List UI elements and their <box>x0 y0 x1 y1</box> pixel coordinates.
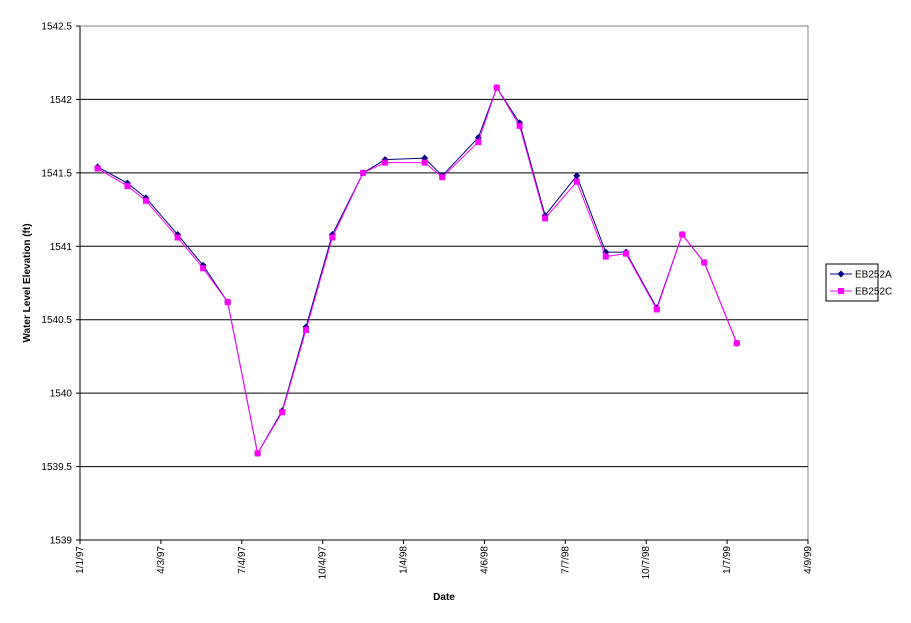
data-point <box>653 306 660 313</box>
x-tick-label: 10/7/98 <box>641 546 652 580</box>
data-point <box>302 326 309 333</box>
x-tick-label: 7/7/98 <box>560 546 571 574</box>
data-point <box>94 165 101 172</box>
x-tick-label: 4/3/97 <box>156 546 167 574</box>
data-point <box>439 174 446 181</box>
data-point <box>623 250 629 257</box>
legend-marker <box>837 270 845 278</box>
data-point <box>421 159 428 166</box>
y-tick-label: 1542.5 <box>41 22 72 33</box>
data-point <box>733 340 740 347</box>
x-tick-label: 1/1/97 <box>75 546 86 574</box>
data-point <box>602 253 609 260</box>
data-point <box>329 234 336 241</box>
data-point <box>701 259 708 266</box>
data-point <box>142 197 149 204</box>
y-tick-label: 1541 <box>50 242 73 253</box>
data-point <box>382 159 389 166</box>
data-point <box>475 139 482 146</box>
y-tick-label: 1539 <box>50 536 73 547</box>
y-axis-label: Water Level Elevation (ft) <box>22 223 33 342</box>
legend-label: EB252A <box>855 270 892 281</box>
data-point <box>573 178 580 185</box>
x-tick-label: 4/9/99 <box>803 546 814 574</box>
data-point <box>124 183 131 190</box>
legend <box>825 263 879 302</box>
x-axis-label: Date <box>433 592 455 603</box>
data-point <box>542 215 549 222</box>
y-tick-label: 1540 <box>50 389 73 400</box>
plot-area <box>79 25 809 541</box>
data-point <box>679 231 686 238</box>
legend-marker <box>838 288 844 294</box>
data-point <box>360 169 367 176</box>
x-tick-label: 1/4/98 <box>399 546 410 574</box>
y-tick-label: 1539.5 <box>41 462 72 473</box>
x-tick-label: 10/4/97 <box>318 546 329 580</box>
y-tick-label: 1541.5 <box>41 168 72 179</box>
data-point <box>516 122 523 129</box>
legend-label: EB252C <box>855 287 892 298</box>
data-point <box>174 234 181 241</box>
x-tick-label: 1/7/99 <box>722 546 733 574</box>
data-point <box>573 172 581 180</box>
data-point <box>493 84 500 91</box>
data-point <box>279 409 286 416</box>
data-point <box>224 299 231 306</box>
y-tick-label: 1540.5 <box>41 315 72 326</box>
data-point <box>200 265 207 272</box>
data-point <box>254 450 261 457</box>
x-tick-label: 7/4/97 <box>237 546 248 574</box>
y-tick-label: 1542 <box>50 95 73 106</box>
x-tick-label: 4/6/98 <box>479 546 490 574</box>
